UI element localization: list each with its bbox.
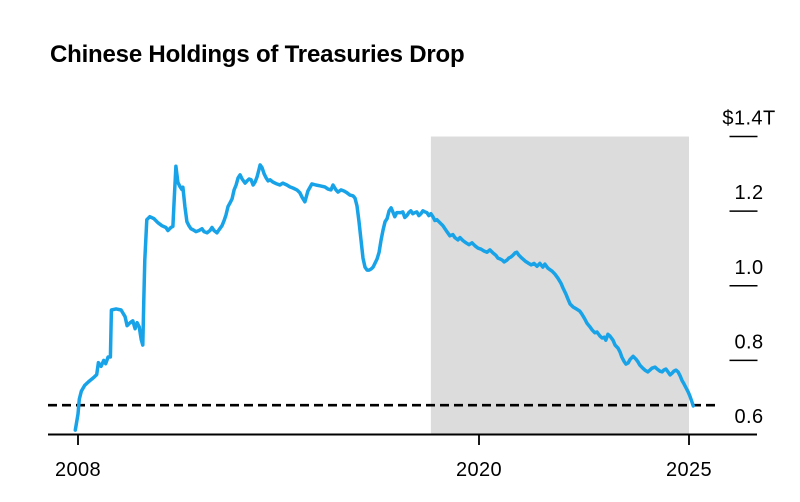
y-tick-label: 1.0: [734, 257, 763, 279]
x-tick-label: 2025: [666, 459, 712, 481]
holdings-line-series: [73, 163, 695, 432]
y-tick-label: $1.4T: [722, 108, 775, 130]
x-axis-labels: 2008 2020 2025: [55, 459, 712, 481]
y-tick-label: 0.6: [734, 406, 763, 428]
y-tick-label: 1.2: [734, 182, 763, 204]
shaded-region: [430, 136, 689, 435]
y-axis-ticks: [729, 135, 758, 362]
x-tick-label: 2020: [456, 459, 502, 481]
y-tick-label: 0.8: [734, 331, 763, 353]
x-tick-label: 2008: [55, 459, 101, 481]
chart-title: Chinese Holdings of Treasuries Drop: [50, 41, 465, 68]
y-axis-labels: $1.4T 1.2 1.0 0.8 0.6: [722, 108, 775, 429]
x-axis-ticks: [77, 434, 690, 445]
